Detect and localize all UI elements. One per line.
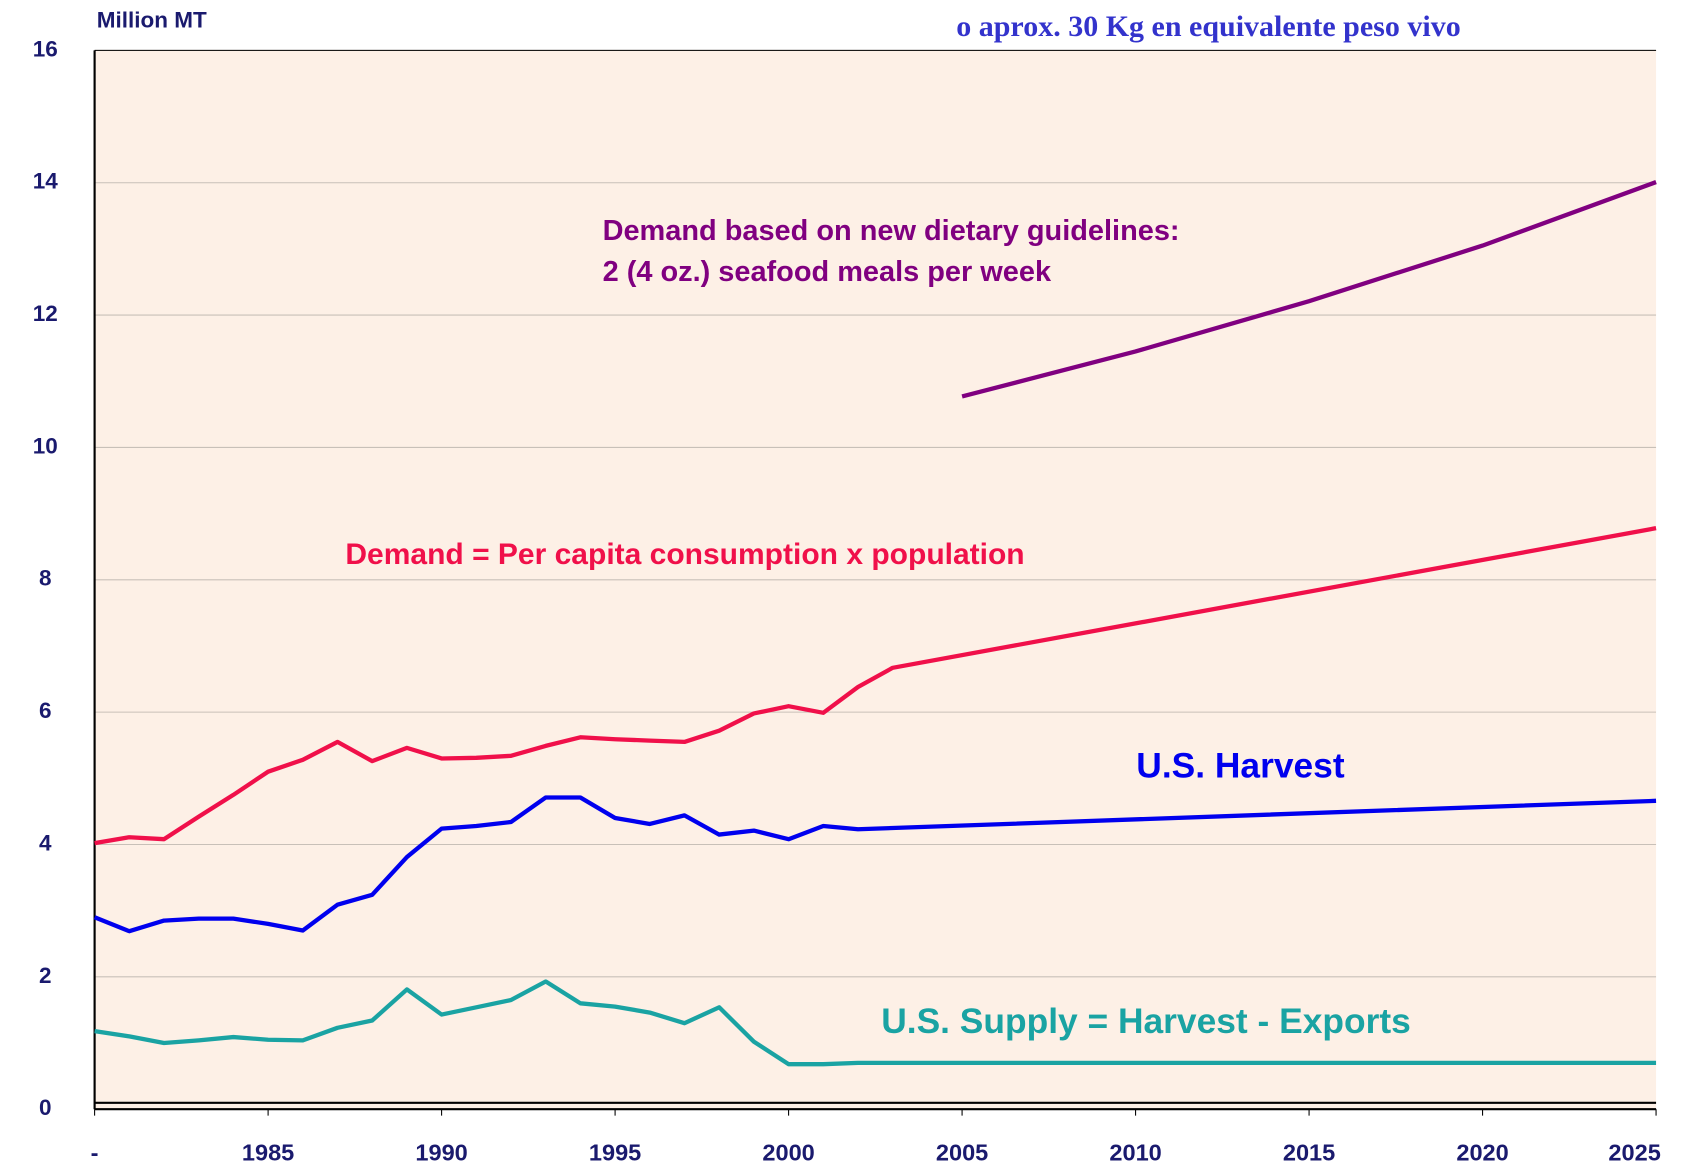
y-tick-label: 2: [39, 963, 52, 988]
x-tick-label: 2020: [1456, 1139, 1508, 1165]
y-tick-label: 4: [39, 830, 52, 855]
x-tick-label: -: [91, 1139, 99, 1165]
series-label: U.S. Harvest: [1136, 747, 1345, 786]
x-tick-label: 2000: [762, 1139, 814, 1165]
x-tick-label: 1995: [589, 1139, 641, 1165]
series-line: [94, 979, 1657, 1067]
series-label: U.S. Supply = Harvest - Exports: [881, 1002, 1411, 1041]
x-tick-label: 2010: [1109, 1139, 1161, 1165]
y-tick-label: 8: [39, 566, 52, 591]
x-tick-label: 2025: [1608, 1139, 1660, 1165]
y-tick-label: 16: [33, 36, 58, 61]
y-tick-label: 6: [39, 698, 52, 723]
series-label: Demand based on new dietary guidelines:: [603, 215, 1180, 247]
series-line: [961, 180, 1657, 399]
x-tick-label: 1985: [242, 1139, 294, 1165]
y-tick-label: 14: [33, 169, 59, 194]
x-tick-label: 2015: [1283, 1139, 1335, 1165]
header-note: o aprox. 30 Kg en equivalente peso vivo: [956, 10, 1460, 43]
y-tick-label: 0: [39, 1095, 52, 1120]
series-label: Demand = Per capita consumption x popula…: [345, 538, 1024, 571]
x-tick-label: 1990: [415, 1139, 467, 1165]
series-line: [93, 795, 1657, 934]
y-tick-label: 12: [33, 301, 58, 326]
x-tick-label: 2005: [936, 1139, 988, 1165]
series-label: 2 (4 oz.) seafood meals per week: [603, 256, 1052, 288]
series-line: [94, 526, 1657, 846]
y-tick-label: 10: [33, 433, 58, 458]
y-axis-label: Million MT: [97, 7, 207, 32]
